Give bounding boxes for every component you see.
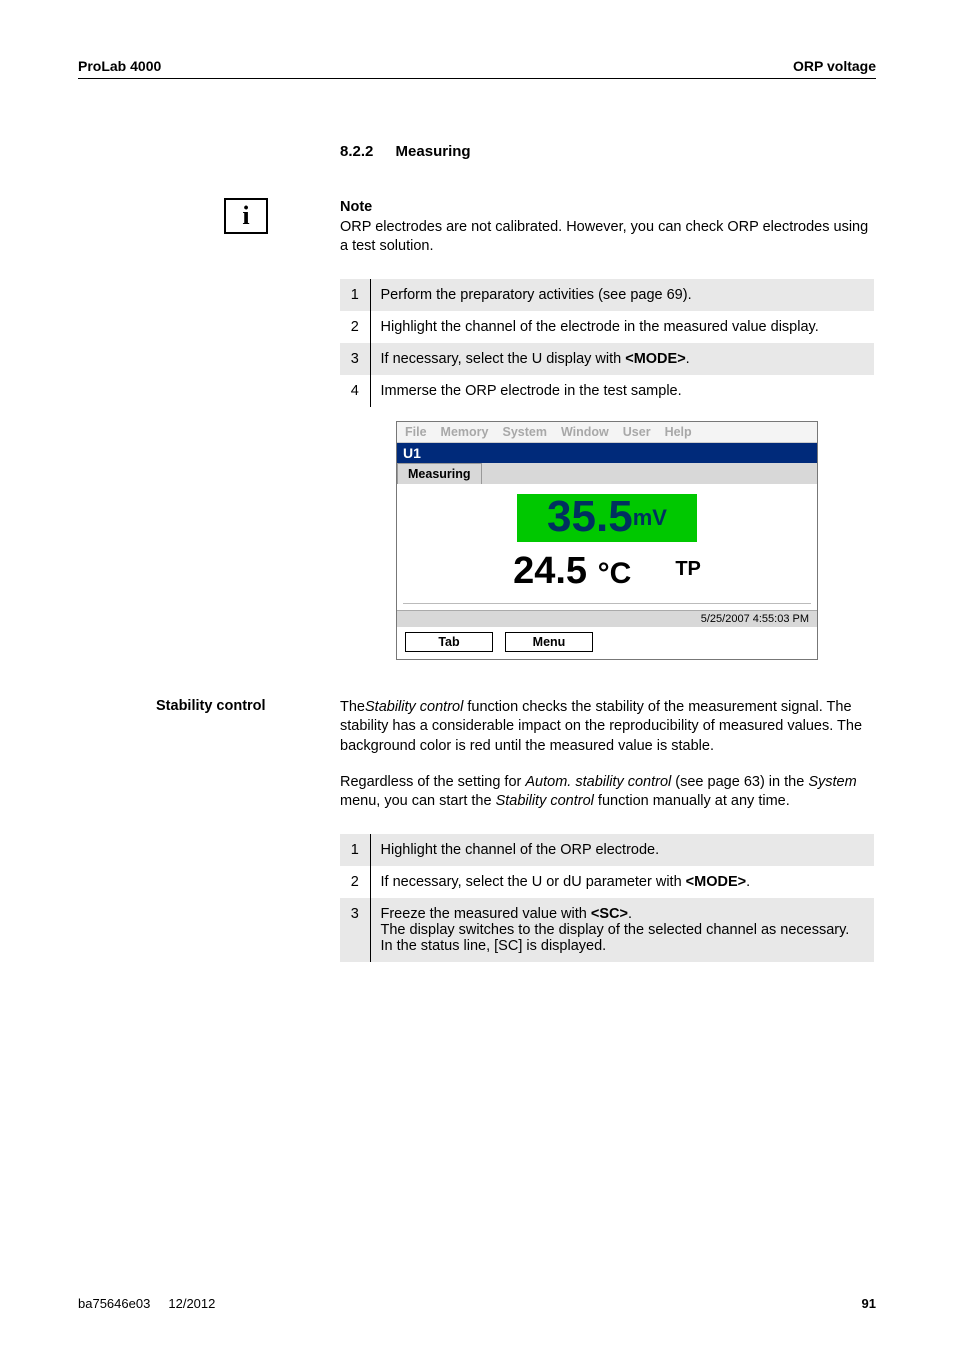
- p2-i3: Stability control: [496, 793, 594, 809]
- footer-page-number: 91: [862, 1296, 876, 1311]
- screenshot-menu-item: System: [502, 425, 546, 439]
- temp-value: 24.5: [513, 550, 587, 592]
- screenshot-status: 5/25/2007 4:55:03 PM: [397, 610, 817, 627]
- step-row: 1Highlight the channel of the ORP electr…: [340, 834, 874, 866]
- p2-i1: Autom. stability control: [525, 774, 671, 790]
- temp-tp: TP: [675, 558, 701, 580]
- screenshot-reading-area: 35.5mV 24.5 °C TP: [397, 484, 817, 610]
- page: ProLab 4000 ORP voltage 8.2.2 Measuring …: [0, 0, 954, 1351]
- p2-b: (see page 63) in the: [671, 774, 808, 790]
- step-number: 2: [340, 311, 370, 343]
- step-text: Freeze the measured value with <SC>.The …: [370, 898, 874, 962]
- section-title: Measuring: [396, 143, 471, 160]
- step-text: If necessary, select the U display with …: [370, 343, 874, 375]
- steps-table-1: 1Perform the preparatory activities (see…: [340, 279, 874, 407]
- screenshot-temp: 24.5 °C TP: [397, 550, 817, 593]
- note-icon-wrap: i: [78, 198, 340, 257]
- note-body: ORP electrodes are not calibrated. Howev…: [340, 219, 868, 255]
- p1-a: The: [340, 699, 365, 715]
- stability-label: Stability control: [78, 698, 340, 757]
- p2-c: menu, you can start the: [340, 793, 496, 809]
- screenshot-menu-item: Help: [665, 425, 692, 439]
- screenshot-menu-item: Memory: [441, 425, 489, 439]
- temp-unit: °C: [598, 557, 632, 590]
- footer-doc-id: ba75646e03: [78, 1296, 150, 1311]
- screenshot-button: Tab: [405, 632, 493, 652]
- step-number: 3: [340, 898, 370, 962]
- step-text: Perform the preparatory activities (see …: [370, 279, 874, 311]
- step-row: 3If necessary, select the U display with…: [340, 343, 874, 375]
- step-text: Highlight the channel of the ORP electro…: [370, 834, 874, 866]
- p2-d: function manually at any time.: [594, 793, 790, 809]
- footer-date: 12/2012: [168, 1296, 215, 1311]
- screenshot-reading: 35.5mV: [517, 494, 697, 542]
- screenshot-tab: Measuring: [397, 463, 482, 484]
- header-left: ProLab 4000: [78, 58, 161, 74]
- reading-unit: mV: [633, 505, 667, 530]
- step-key: <SC>: [591, 906, 628, 922]
- page-header: ProLab 4000 ORP voltage: [78, 58, 876, 74]
- step-text: If necessary, select the U or dU paramet…: [370, 866, 874, 898]
- step-key: <MODE>: [686, 874, 746, 890]
- header-rule: [78, 78, 876, 79]
- section-number: 8.2.2: [340, 143, 373, 160]
- screenshot-menubar: File Memory System Window User Help: [397, 422, 817, 443]
- footer-left: ba75646e03 12/2012: [78, 1296, 215, 1311]
- p2-a: Regardless of the setting for: [340, 774, 525, 790]
- note-text: Note ORP electrodes are not calibrated. …: [340, 198, 876, 257]
- screenshot-button-row: Tab Menu: [397, 627, 817, 659]
- screenshot-tabstrip: Measuring: [397, 463, 817, 484]
- step-text: Immerse the ORP electrode in the test sa…: [370, 375, 874, 407]
- screenshot-menu-item: Window: [561, 425, 609, 439]
- step-number: 1: [340, 834, 370, 866]
- screenshot-divider: [403, 603, 811, 604]
- step-row: 4Immerse the ORP electrode in the test s…: [340, 375, 874, 407]
- step-row: 2Highlight the channel of the electrode …: [340, 311, 874, 343]
- screenshot-button: Menu: [505, 632, 593, 652]
- note-label: Note: [340, 198, 876, 218]
- screenshot-menu-item: User: [623, 425, 651, 439]
- device-screenshot: File Memory System Window User Help U1 Measur…: [396, 421, 818, 660]
- step-key: <MODE>: [625, 351, 685, 367]
- step-row: 3Freeze the measured value with <SC>.The…: [340, 898, 874, 962]
- step-row: 2If necessary, select the U or dU parame…: [340, 866, 874, 898]
- step-number: 4: [340, 375, 370, 407]
- reading-value: 35.5: [547, 492, 633, 541]
- header-right: ORP voltage: [793, 58, 876, 74]
- step-row: 1Perform the preparatory activities (see…: [340, 279, 874, 311]
- step-number: 3: [340, 343, 370, 375]
- screenshot-channel: U1: [397, 443, 817, 463]
- stability-p1: TheStability control function checks the…: [340, 698, 876, 757]
- stability-p2: Regardless of the setting for Autom. sta…: [340, 773, 874, 812]
- step-text: Highlight the channel of the electrode i…: [370, 311, 874, 343]
- p1-i1: Stability control: [365, 699, 463, 715]
- info-icon: i: [224, 198, 268, 234]
- step-number: 1: [340, 279, 370, 311]
- screenshot-menu-item: File: [405, 425, 427, 439]
- section-heading: 8.2.2 Measuring: [340, 143, 876, 160]
- page-footer: ba75646e03 12/2012 91: [78, 1296, 876, 1311]
- p2-i2: System: [808, 774, 856, 790]
- steps-table-2: 1Highlight the channel of the ORP electr…: [340, 834, 874, 962]
- note-block: i Note ORP electrodes are not calibrated…: [78, 198, 876, 257]
- step-number: 2: [340, 866, 370, 898]
- stability-block: Stability control TheStability control f…: [78, 698, 876, 757]
